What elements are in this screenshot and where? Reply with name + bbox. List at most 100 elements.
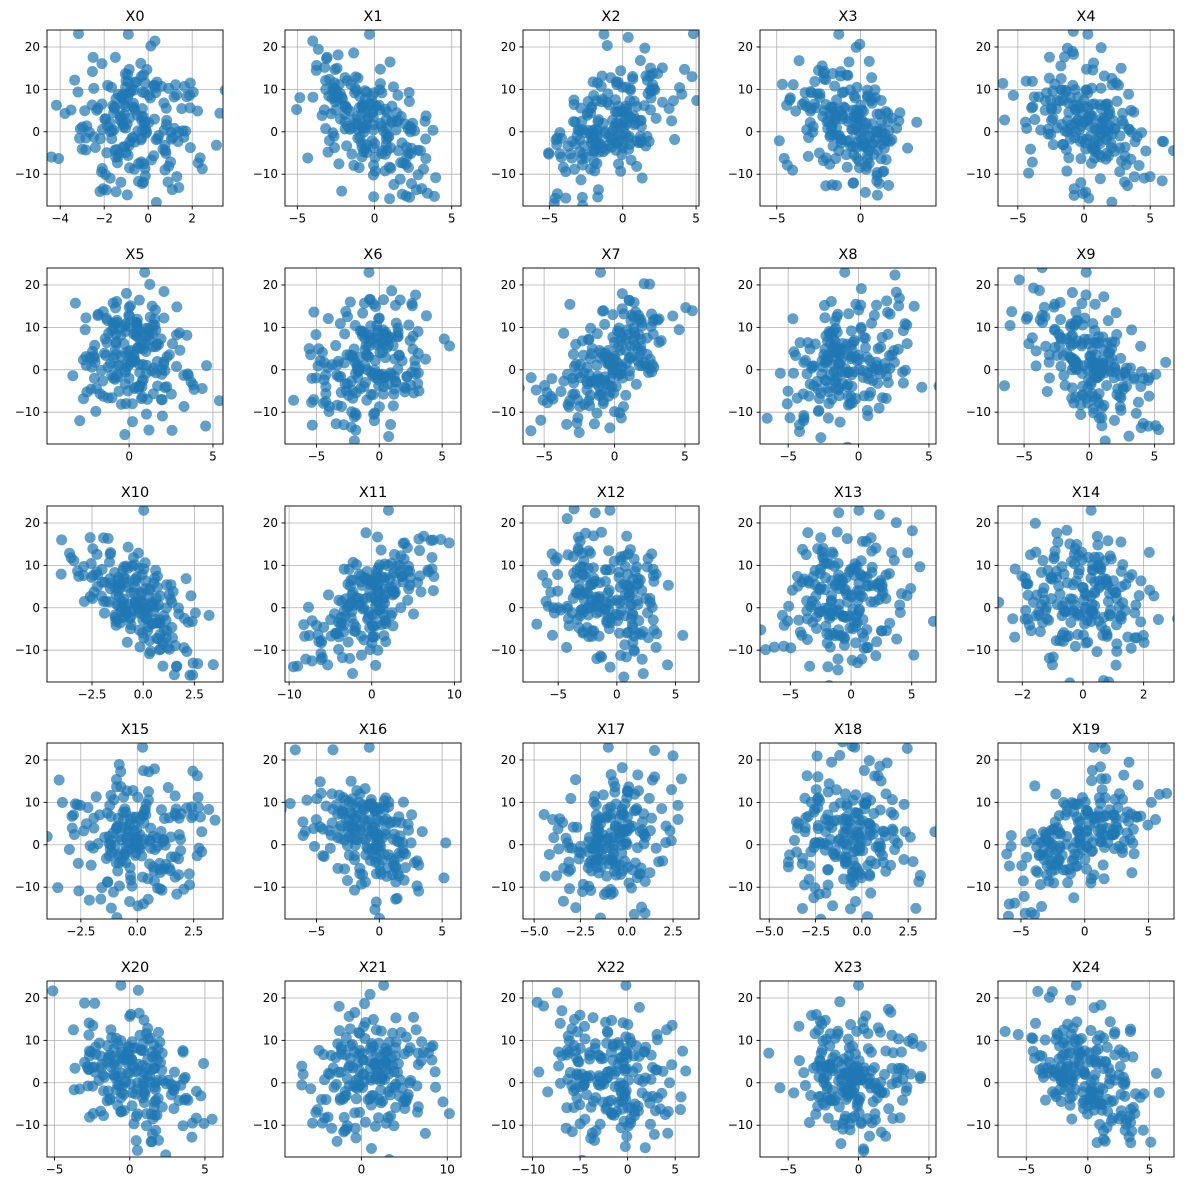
data-point [1103,676,1115,682]
y-tick-label: 0 [270,363,278,377]
data-point [546,372,558,384]
data-point [176,103,188,115]
data-point [616,372,628,384]
subplot-X16: −5 0 5 20 10 0 −10 X16 [238,713,476,951]
data-point [307,91,319,103]
data-point [1061,524,1073,536]
x-tick-label: 5 [692,211,700,225]
data-point [196,826,208,838]
data-point [631,872,643,884]
data-point [85,383,97,395]
data-point [615,361,627,373]
data-point [650,112,662,124]
data-point [314,355,326,367]
data-point [124,357,136,369]
data-point [829,80,841,92]
data-point [419,133,431,145]
data-point [608,840,620,852]
data-point [331,62,343,74]
data-point [160,1149,172,1158]
data-point [390,876,402,888]
data-point [219,85,223,96]
data-point [826,589,838,601]
data-point [891,286,903,298]
data-point [145,822,157,834]
data-point [373,587,385,599]
data-point [538,379,550,391]
data-point [396,570,408,582]
data-point [350,409,362,421]
data-point [586,342,598,354]
data-point [1172,613,1175,623]
data-point [310,814,322,826]
data-point [851,41,863,53]
data-point [782,615,794,627]
data-point [407,1011,419,1023]
data-point [131,330,143,342]
y-tick-label: 10 [25,558,40,572]
data-point [1094,127,1106,139]
data-point [377,388,389,400]
data-point [1009,563,1021,575]
data-point [52,882,64,894]
data-point [871,635,883,647]
y-tick-label: −10 [966,167,991,181]
axes-spines [284,505,462,683]
data-point [775,367,787,379]
data-point [1153,613,1165,625]
data-point [843,441,853,444]
data-point [419,1128,431,1140]
data-point [833,506,845,518]
data-point [1142,819,1154,831]
data-point [341,840,353,852]
data-point [584,322,596,334]
data-point [367,191,379,203]
data-point [894,599,906,611]
data-point [1108,694,1119,705]
data-point [850,563,862,575]
data-point [605,827,617,839]
data-point [1117,847,1129,859]
data-point [562,866,574,878]
data-point [140,408,152,420]
data-point [142,894,154,906]
data-point [588,418,600,430]
data-point [797,858,809,870]
data-point [874,508,886,520]
y-tick-label: 0 [508,600,516,614]
data-point [878,857,890,869]
data-point [902,743,914,755]
data-point [874,577,886,589]
point-cloud [522,267,698,438]
data-point [566,135,578,147]
data-point [139,116,151,128]
data-point [858,364,870,376]
data-point [1102,534,1114,546]
data-point [557,896,569,908]
data-point [89,142,101,154]
data-point [136,850,148,862]
x-tick-label: −5.0 [519,925,548,939]
data-point [871,175,883,187]
x-tick-label: −5 [1009,211,1027,225]
data-point [102,532,114,544]
data-point [389,894,401,906]
data-point [852,656,864,668]
point-cloud [287,267,455,444]
data-point [530,384,542,396]
data-point [539,870,551,882]
data-point [614,65,626,77]
data-point [355,630,367,642]
data-point [74,800,86,812]
axes-spines [46,980,224,1158]
data-point [864,354,876,366]
data-point [880,866,892,878]
data-point [104,1093,116,1105]
data-point [875,341,887,353]
data-point [1072,335,1084,347]
data-point [880,134,892,146]
data-point [310,328,322,340]
